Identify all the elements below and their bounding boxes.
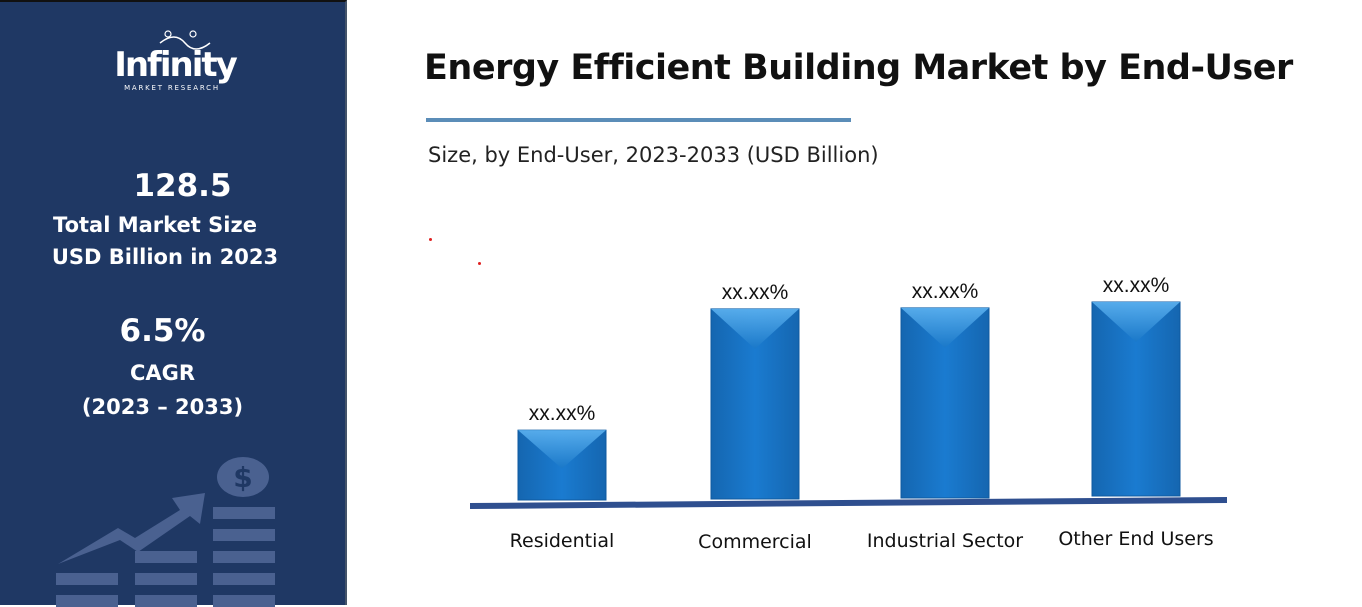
red-dot-marker xyxy=(429,238,432,241)
cagr-value: 6.5% xyxy=(119,313,206,349)
sidebar-panel: Infinity MARKET RESEARCH 128.5 Total Mar… xyxy=(0,0,347,607)
data-label: xx.xx% xyxy=(722,281,789,304)
red-dot-marker xyxy=(478,262,481,265)
chart-title: Energy Efficient Building Market by End-… xyxy=(424,48,1293,88)
category-label: Industrial Sector xyxy=(867,530,1023,552)
svg-text:$: $ xyxy=(233,461,252,494)
data-label: xx.xx% xyxy=(912,280,979,303)
bar-other-end-users xyxy=(1091,301,1181,497)
infinity-logo: Infinity MARKET RESEARCH xyxy=(114,30,240,92)
chart-subtitle: Size, by End-User, 2023-2033 (USD Billio… xyxy=(428,143,879,167)
bar-industrial-sector xyxy=(900,307,990,499)
data-label: xx.xx% xyxy=(1103,274,1170,297)
market-size-unit: USD Billion in 2023 xyxy=(51,245,279,269)
category-label: Other End Users xyxy=(1058,528,1213,550)
data-label: xx.xx% xyxy=(529,402,596,425)
x-axis-line xyxy=(470,497,1227,509)
category-label: Commercial xyxy=(698,531,812,553)
logo-text: Infinity xyxy=(114,45,237,85)
cagr-label: CAGR xyxy=(129,361,196,385)
growth-chart-icon: $ xyxy=(56,457,275,607)
market-size-label: Total Market Size xyxy=(53,213,257,237)
bar-commercial xyxy=(710,308,800,500)
bar-residential xyxy=(517,429,607,501)
title-underline xyxy=(426,118,851,122)
cagr-period: (2023 – 2033) xyxy=(81,395,244,419)
logo-subtext: MARKET RESEARCH xyxy=(124,84,220,92)
category-label: Residential xyxy=(510,530,615,552)
market-size-value: 128.5 xyxy=(133,168,232,204)
